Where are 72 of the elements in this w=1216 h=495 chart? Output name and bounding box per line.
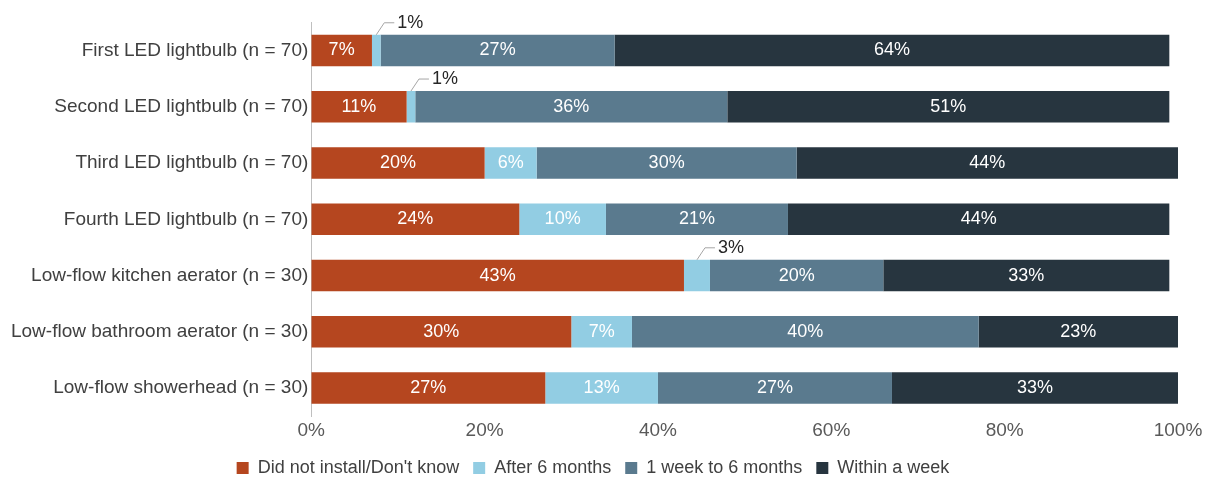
data-label: 40%	[787, 320, 824, 341]
bar	[406, 91, 416, 123]
data-label: 44%	[960, 208, 997, 229]
data-label: 13%	[583, 377, 620, 398]
data-label: 27%	[410, 377, 447, 398]
bar	[614, 34, 1170, 67]
bar	[787, 203, 1170, 236]
x-tick-label: 100%	[1153, 418, 1203, 440]
data-label: 6%	[497, 152, 524, 173]
bar	[380, 34, 615, 67]
bar	[978, 316, 1178, 348]
bar	[891, 372, 1178, 404]
bar	[571, 316, 632, 348]
data-label: 27%	[479, 39, 516, 60]
x-tick-label: 80%	[985, 418, 1024, 440]
legend-label: 1 week to 6 months	[646, 456, 803, 477]
bar	[311, 316, 572, 348]
data-label: 33%	[1008, 264, 1045, 285]
bar	[371, 34, 381, 67]
bar	[709, 259, 884, 292]
bar	[796, 147, 1178, 179]
data-label: 23%	[1060, 320, 1097, 341]
data-label: 20%	[778, 264, 815, 285]
bar	[545, 372, 658, 404]
data-label: 3%	[717, 236, 744, 257]
data-label: 36%	[553, 95, 590, 116]
data-label: 51%	[930, 95, 967, 116]
data-label: 21%	[678, 208, 715, 229]
bar	[311, 259, 684, 292]
bar	[631, 316, 979, 348]
y-tick-label: Low-flow showerhead (n = 30)	[53, 376, 309, 398]
y-tick-label: Third LED lightbulb (n = 70)	[75, 151, 309, 173]
data-label: 1%	[397, 11, 424, 32]
data-label: 64%	[873, 39, 910, 60]
bar	[657, 372, 892, 404]
legend-label: Within a week	[837, 456, 951, 477]
bar	[883, 259, 1170, 292]
data-label: 11%	[341, 95, 377, 116]
y-tick-label: Fourth LED lightbulb (n = 70)	[63, 207, 309, 229]
bar	[484, 147, 537, 179]
bar	[683, 259, 710, 292]
data-label: 44%	[969, 152, 1006, 173]
bar	[536, 147, 797, 179]
data-label: 43%	[479, 264, 516, 285]
data-label: 20%	[379, 152, 416, 173]
bar	[311, 203, 520, 236]
x-tick-label: 20%	[465, 418, 504, 440]
y-tick-label: Second LED lightbulb (n = 70)	[54, 95, 309, 117]
legend-label: Did not install/Don't know	[257, 456, 461, 477]
y-tick-label: Low-flow kitchen aerator (n = 30)	[31, 263, 309, 285]
x-tick-label: 60%	[812, 418, 851, 440]
bar	[605, 203, 788, 236]
bar	[519, 203, 606, 236]
data-label: 7%	[588, 320, 615, 341]
x-tick-label: 40%	[638, 418, 678, 440]
y-tick-label: First LED lightbulb (n = 70)	[81, 38, 309, 60]
data-label: 1%	[431, 68, 458, 88]
bar	[311, 147, 485, 179]
data-label: 10%	[544, 208, 581, 229]
bar	[311, 372, 546, 404]
legend-label: After 6 months	[494, 456, 612, 477]
data-label: 24%	[397, 208, 434, 229]
y-tick-label: Low-flow bathroom aerator (n = 30)	[10, 320, 309, 342]
bar	[415, 91, 728, 123]
data-label: 33%	[1016, 377, 1054, 398]
bar	[311, 91, 407, 123]
data-label: 27%	[756, 377, 793, 398]
data-label: 30%	[423, 320, 460, 341]
data-label: 7%	[328, 39, 355, 60]
x-tick-label: 0%	[297, 418, 326, 440]
data-label: 30%	[648, 152, 685, 173]
bar	[727, 91, 1170, 123]
